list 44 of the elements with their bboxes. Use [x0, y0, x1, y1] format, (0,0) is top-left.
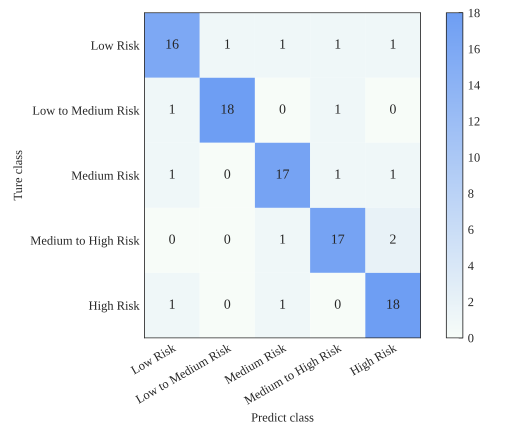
- y-tick-label: Medium to High Risk: [30, 236, 140, 248]
- color-bar-label: 0: [468, 334, 474, 342]
- data-label: 17: [276, 169, 290, 179]
- data-label: 18: [387, 299, 400, 309]
- data-label: 18: [222, 104, 234, 114]
- y-tick-label: Low Risk: [91, 40, 140, 50]
- y-tick-label: Medium Risk: [72, 170, 140, 180]
- data-label: 0: [169, 234, 176, 244]
- data-label: 1: [390, 169, 396, 179]
- color-bar-label: 4: [468, 262, 474, 270]
- data-label: 1: [390, 39, 396, 49]
- data-label: 2: [390, 234, 396, 244]
- data-label: 1: [335, 104, 340, 114]
- y-tick-label: Low to Medium Risk: [32, 106, 140, 115]
- data-label: 1: [280, 234, 286, 244]
- data-label: 0: [280, 104, 286, 114]
- color-bar-label: 16: [468, 44, 480, 54]
- x-tick-label: High Risk: [349, 342, 399, 378]
- data-label: 1: [170, 104, 175, 114]
- data-label: 16: [166, 39, 179, 49]
- color-bar-label: 14: [468, 81, 480, 90]
- data-label: 1: [335, 39, 340, 49]
- data-label: 0: [224, 169, 230, 179]
- data-label: 17: [332, 234, 344, 244]
- color-bar-label: 6: [468, 226, 474, 234]
- data-label: 0: [224, 234, 230, 244]
- x-axis-title: Predict class: [251, 412, 314, 422]
- data-label: 0: [334, 299, 341, 309]
- color-bar-label: 12: [468, 117, 480, 126]
- data-label: 1: [170, 300, 175, 309]
- y-axis-title: Ture class: [13, 150, 22, 200]
- color-bar-label: 2: [468, 298, 474, 306]
- color-bar-label: 10: [468, 153, 480, 162]
- color-bar-label: 8: [468, 189, 474, 198]
- color-bar-label: 18: [468, 8, 480, 18]
- data-label: 0: [224, 299, 230, 309]
- data-label: 1: [225, 39, 230, 49]
- x-tick-label: Low Risk: [130, 342, 176, 375]
- data-label: 1: [280, 39, 286, 49]
- data-label: 1: [280, 300, 286, 309]
- data-label: 1: [335, 169, 340, 179]
- data-label: 1: [170, 169, 175, 179]
- y-tick-label: High Risk: [88, 301, 140, 312]
- data-label: 0: [390, 104, 396, 114]
